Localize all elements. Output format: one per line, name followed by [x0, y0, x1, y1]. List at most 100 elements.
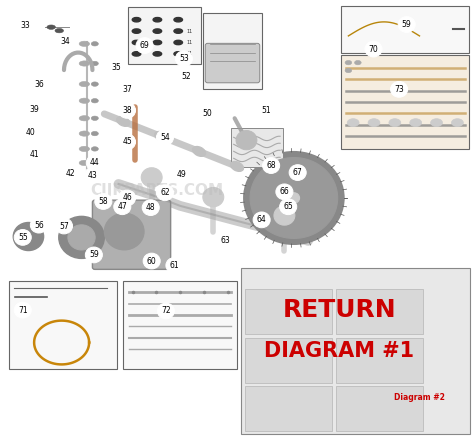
Circle shape: [114, 199, 131, 215]
Circle shape: [142, 200, 159, 215]
Ellipse shape: [91, 147, 98, 151]
Circle shape: [365, 41, 382, 57]
Circle shape: [57, 33, 74, 49]
Text: 46: 46: [122, 194, 132, 202]
Ellipse shape: [153, 40, 162, 45]
Text: 69: 69: [140, 41, 149, 50]
Text: 48: 48: [146, 203, 155, 212]
Ellipse shape: [91, 42, 98, 46]
Ellipse shape: [117, 117, 130, 127]
Ellipse shape: [153, 52, 162, 56]
Circle shape: [136, 38, 153, 53]
Ellipse shape: [368, 119, 380, 127]
Circle shape: [26, 102, 43, 117]
Ellipse shape: [153, 29, 162, 33]
FancyBboxPatch shape: [336, 289, 423, 334]
Text: 72: 72: [161, 307, 171, 315]
Circle shape: [274, 206, 295, 225]
Text: 35: 35: [111, 63, 121, 71]
Circle shape: [156, 185, 173, 201]
Circle shape: [108, 59, 125, 75]
Text: 11: 11: [187, 40, 193, 45]
Ellipse shape: [79, 116, 90, 121]
Text: 37: 37: [122, 85, 132, 94]
Ellipse shape: [132, 29, 141, 33]
Ellipse shape: [230, 162, 244, 171]
Text: 43: 43: [88, 171, 98, 180]
Circle shape: [118, 190, 136, 206]
Circle shape: [203, 187, 224, 207]
Text: 60: 60: [147, 257, 156, 265]
Ellipse shape: [153, 18, 162, 22]
Ellipse shape: [345, 68, 352, 73]
Circle shape: [280, 199, 297, 215]
Text: 11: 11: [187, 51, 193, 57]
Ellipse shape: [91, 82, 98, 86]
Ellipse shape: [91, 61, 98, 66]
Circle shape: [276, 184, 293, 200]
Ellipse shape: [132, 18, 141, 22]
Text: 47: 47: [118, 202, 127, 211]
Circle shape: [85, 247, 102, 263]
FancyBboxPatch shape: [245, 338, 332, 382]
Circle shape: [104, 213, 144, 250]
Text: 39: 39: [29, 105, 39, 114]
Ellipse shape: [79, 81, 90, 87]
Circle shape: [175, 51, 192, 67]
Circle shape: [84, 167, 101, 183]
Ellipse shape: [430, 119, 443, 127]
Circle shape: [391, 81, 408, 97]
Circle shape: [289, 165, 306, 180]
Circle shape: [68, 225, 95, 250]
Ellipse shape: [155, 131, 168, 141]
Circle shape: [166, 258, 183, 273]
Text: 34: 34: [61, 37, 70, 46]
Ellipse shape: [91, 131, 98, 136]
Ellipse shape: [389, 119, 401, 127]
Text: 63: 63: [221, 237, 230, 245]
Text: 45: 45: [122, 138, 132, 146]
Circle shape: [199, 105, 216, 121]
Ellipse shape: [79, 98, 90, 103]
Text: 55: 55: [18, 233, 27, 242]
FancyBboxPatch shape: [241, 268, 470, 434]
Text: 40: 40: [26, 128, 36, 137]
Text: 57: 57: [59, 222, 69, 230]
Text: 59: 59: [402, 20, 411, 29]
Circle shape: [250, 158, 337, 238]
Circle shape: [14, 230, 31, 245]
Circle shape: [22, 124, 39, 140]
Text: 38: 38: [122, 106, 132, 115]
Circle shape: [263, 158, 280, 173]
Circle shape: [156, 130, 173, 145]
Circle shape: [13, 223, 44, 251]
Text: 11: 11: [187, 28, 193, 34]
Text: 51: 51: [262, 106, 271, 115]
Ellipse shape: [451, 119, 463, 127]
FancyBboxPatch shape: [336, 338, 423, 382]
Circle shape: [177, 68, 194, 84]
Circle shape: [217, 233, 234, 249]
Ellipse shape: [91, 99, 98, 103]
Text: 33: 33: [20, 21, 30, 30]
Circle shape: [62, 165, 79, 181]
Circle shape: [244, 152, 344, 244]
Circle shape: [118, 102, 136, 118]
Text: 56: 56: [34, 221, 44, 230]
FancyBboxPatch shape: [341, 6, 469, 53]
Ellipse shape: [347, 119, 359, 127]
FancyBboxPatch shape: [128, 7, 201, 64]
Ellipse shape: [174, 52, 182, 56]
Circle shape: [14, 302, 31, 318]
FancyBboxPatch shape: [205, 43, 260, 83]
FancyBboxPatch shape: [9, 281, 117, 369]
Ellipse shape: [410, 119, 422, 127]
FancyBboxPatch shape: [341, 55, 469, 149]
Ellipse shape: [355, 60, 361, 65]
Text: 50: 50: [203, 109, 212, 117]
Ellipse shape: [79, 61, 90, 66]
FancyBboxPatch shape: [245, 386, 332, 431]
Text: 44: 44: [90, 159, 100, 167]
Circle shape: [258, 102, 275, 118]
Circle shape: [157, 303, 174, 319]
